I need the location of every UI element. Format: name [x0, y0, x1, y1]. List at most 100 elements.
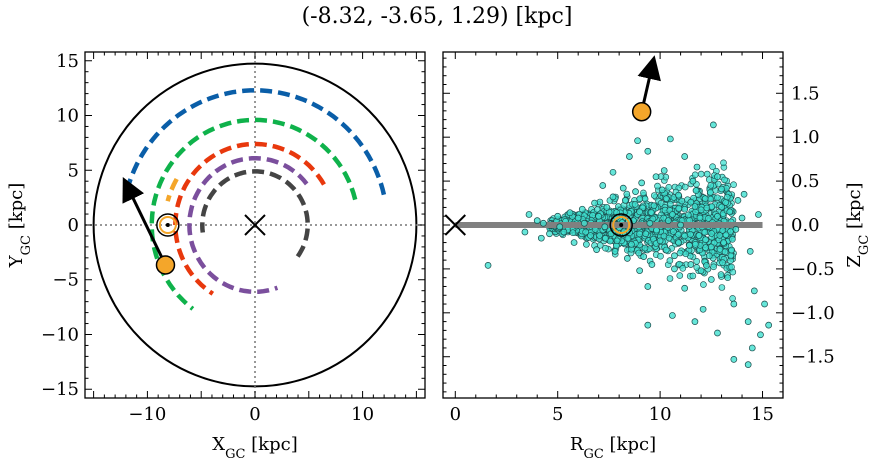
scatter-point — [730, 181, 737, 188]
x-tick-label: 0 — [249, 404, 260, 425]
scatter-point — [636, 195, 644, 202]
scatter-point — [696, 214, 704, 222]
scatter-point — [714, 173, 721, 181]
scatter-point — [546, 230, 553, 238]
spiral-arm-6 — [200, 169, 310, 258]
scatter-point — [648, 261, 656, 268]
x-tick-label: 10 — [649, 404, 672, 425]
sun-marker-outer — [156, 213, 180, 237]
scatter-point — [721, 176, 728, 184]
scatter-point — [724, 274, 732, 282]
scatter-point — [681, 153, 689, 160]
scatter-point — [710, 263, 717, 271]
sun-marker-ring — [158, 216, 177, 234]
scatter-point — [765, 321, 773, 329]
scatter-point — [666, 135, 674, 143]
scatter-point — [744, 318, 752, 325]
scatter-point — [700, 281, 707, 288]
scatter-point — [619, 184, 627, 192]
scatter-point — [603, 204, 611, 211]
scatter-point — [691, 203, 699, 210]
x-tick-label: 5 — [552, 404, 563, 425]
scatter-point — [587, 232, 594, 239]
y-tick-label: −1.0 — [791, 303, 835, 324]
y-tick-label: −5 — [52, 270, 79, 291]
scatter-point — [707, 189, 714, 196]
sun-marker-dot — [165, 223, 170, 227]
y-tick-label: 0.5 — [791, 171, 820, 192]
scatter-point — [580, 219, 588, 227]
scatter-point — [660, 167, 668, 174]
scatter-point — [650, 192, 658, 199]
scatter-point — [695, 232, 703, 239]
scatter-point — [602, 235, 609, 242]
scatter-point — [693, 163, 701, 171]
scatter-point — [623, 190, 631, 198]
scatter-point — [691, 318, 699, 325]
scatter-points — [484, 121, 773, 368]
scatter-point — [599, 182, 607, 189]
scatter-point — [746, 247, 754, 255]
scatter-point — [666, 275, 674, 282]
scatter-point — [699, 305, 707, 313]
scatter-point — [719, 259, 726, 267]
y-axis-label: ZGC [kpc] — [844, 182, 872, 267]
spiral-arm-5 — [187, 155, 309, 295]
spiral-arm-3 — [165, 177, 179, 202]
y-tick-label: 0 — [68, 215, 79, 236]
scatter-point — [722, 199, 730, 206]
scatter-point — [570, 239, 578, 246]
scatter-point — [734, 197, 742, 204]
scatter-point — [709, 163, 716, 170]
scatter-point — [554, 212, 562, 220]
scatter-point — [578, 205, 586, 213]
y-tick-label: −15 — [41, 379, 79, 400]
scatter-point — [707, 276, 715, 283]
scatter-point — [719, 227, 727, 234]
scatter-point — [671, 252, 678, 260]
x-axis-label: XGC [kpc] — [212, 434, 297, 462]
scatter-point — [484, 262, 492, 269]
spiral-arm-2 — [149, 117, 358, 311]
scatter-point — [703, 170, 711, 178]
scatter-point — [666, 200, 674, 208]
x-tick-label: 10 — [351, 404, 374, 425]
scatter-point — [732, 226, 740, 233]
scatter-point — [583, 240, 590, 248]
scatter-point — [686, 242, 693, 249]
scatter-point — [537, 234, 545, 242]
scatter-point — [720, 159, 727, 167]
scatter-point — [650, 202, 658, 210]
scatter-point — [755, 211, 762, 218]
scatter-point — [669, 312, 676, 319]
scatter-point — [681, 232, 689, 240]
scatter-point — [636, 208, 643, 216]
scatter-point — [689, 272, 697, 280]
scatter-point — [675, 205, 683, 212]
scatter-point — [687, 198, 695, 206]
scatter-point — [721, 248, 729, 256]
scatter-point — [714, 329, 721, 337]
spiral-arm-1 — [124, 88, 387, 196]
object-marker — [631, 101, 652, 122]
scatter-point — [628, 240, 635, 248]
scatter-point — [692, 241, 699, 248]
scatter-point — [635, 249, 643, 257]
sun-marker-dot — [619, 223, 624, 227]
scatter-point — [644, 321, 652, 329]
scatter-point — [676, 249, 684, 257]
scatter-point — [644, 283, 652, 290]
scatter-point — [664, 217, 672, 224]
scatter-point — [723, 193, 731, 201]
y-tick-label: 1.5 — [791, 83, 820, 104]
scatter-point — [569, 229, 577, 236]
scatter-point — [689, 177, 697, 185]
scatter-point — [728, 246, 735, 254]
scatter-point — [609, 168, 617, 176]
x-axis-label: RGC [kpc] — [570, 434, 656, 462]
scatter-point — [701, 195, 709, 203]
scatter-point — [670, 228, 677, 235]
scatter-point — [634, 137, 641, 145]
right-plot-area — [444, 55, 773, 368]
scatter-point — [681, 205, 689, 213]
